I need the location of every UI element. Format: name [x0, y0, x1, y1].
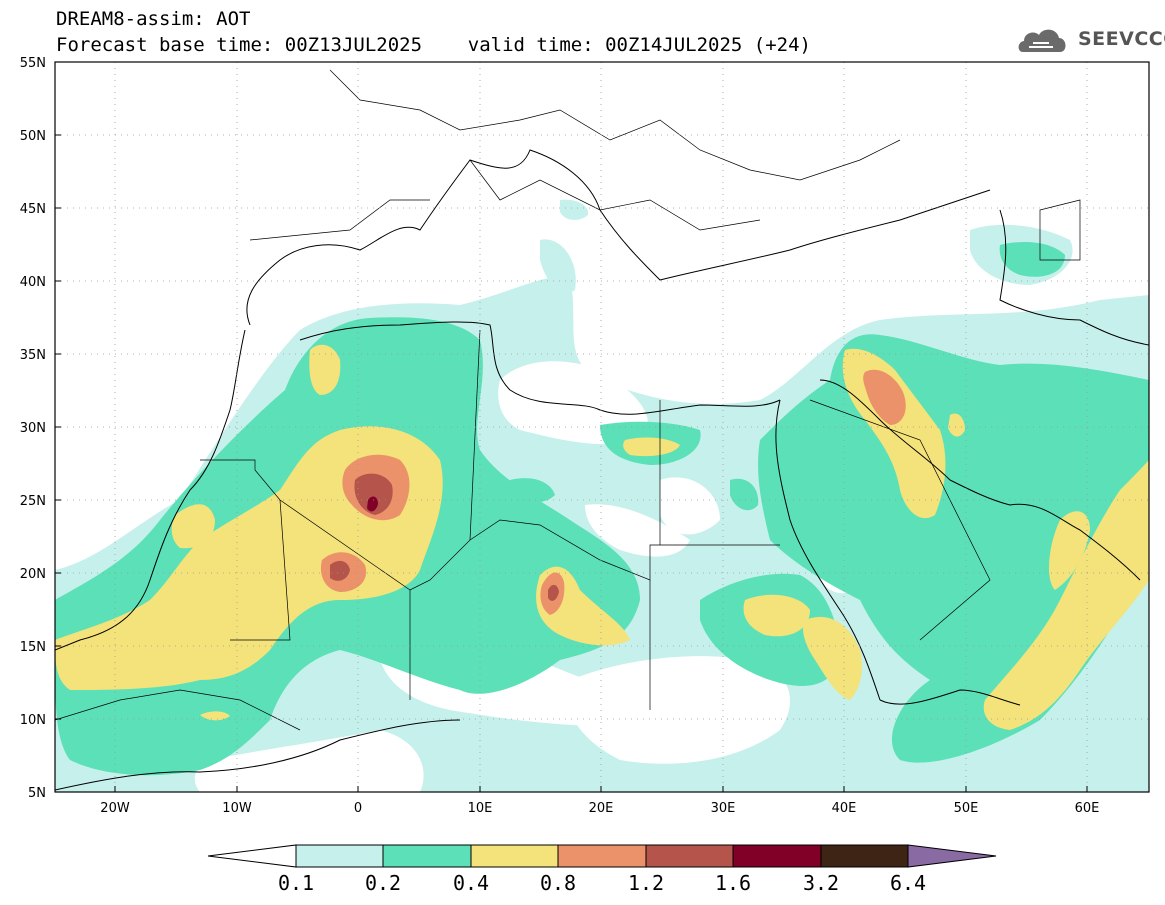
y-tick-label: 40N [20, 275, 46, 290]
y-axis-labels: 5N 10N 15N 20N 25N 30N 35N 40N 45N 50N 5… [20, 56, 46, 801]
colorbar-label: 6.4 [890, 871, 926, 895]
colorbar-label: 0.8 [540, 871, 576, 895]
x-tick-label: 30E [711, 801, 736, 816]
y-tick-label: 50N [20, 129, 46, 144]
cloud-icon [1018, 29, 1066, 52]
colorbar-swatch [820, 844, 909, 868]
colorbar-label: 1.2 [628, 871, 664, 895]
colorbar-swatch [645, 844, 734, 868]
y-tick-label: 55N [20, 56, 46, 71]
colorbar-label: 0.4 [453, 871, 489, 895]
lat-lon-grid [55, 62, 1149, 792]
x-tick-label: 0 [354, 801, 362, 816]
x-tick-label: 20W [100, 801, 130, 816]
y-tick-label: 15N [20, 640, 46, 655]
y-tick-label: 10N [20, 713, 46, 728]
colorbar-swatch [732, 844, 822, 868]
x-tick-label: 60E [1075, 801, 1100, 816]
y-tick-label: 20N [20, 567, 46, 582]
axis-ticks [55, 61, 1088, 793]
colorbar-labels: 0.1 0.2 0.4 0.8 1.2 1.6 3.2 6.4 [278, 871, 926, 895]
y-tick-label: 45N [20, 202, 46, 217]
colorbar [207, 844, 997, 868]
colorbar-label: 0.2 [365, 871, 401, 895]
aot-level-0.8 [320, 369, 906, 615]
colorbar-label: 1.6 [715, 871, 751, 895]
x-tick-label: 10E [468, 801, 493, 816]
x-tick-label: 40E [832, 801, 857, 816]
colorbar-high-arrow [907, 844, 997, 868]
aot-level-1.6 [367, 496, 378, 512]
colorbar-swatch [470, 844, 559, 868]
colorbar-label: 0.1 [278, 871, 314, 895]
country-borders [55, 69, 1081, 731]
colorbar-swatch [295, 844, 384, 868]
y-tick-label: 35N [20, 348, 46, 363]
logo-text: SEEVCCC [1078, 28, 1165, 50]
y-tick-label: 30N [20, 421, 46, 436]
colorbar-swatch [557, 844, 647, 868]
y-tick-label: 5N [28, 786, 46, 801]
x-tick-label: 10W [222, 801, 252, 816]
x-axis-labels: 20W 10W 0 10E 20E 30E 40E 50E 60E [100, 801, 1099, 816]
aot-field [55, 62, 1149, 792]
x-tick-label: 50E [954, 801, 979, 816]
colorbar-swatch [382, 844, 472, 868]
coastlines [55, 149, 1149, 791]
aot-level-1.2 [330, 473, 559, 601]
x-tick-label: 20E [589, 801, 614, 816]
colorbar-low-arrow [207, 844, 297, 868]
colorbar-label: 3.2 [803, 871, 839, 895]
map-subtitle: Forecast base time: 00Z13JUL2025 valid t… [56, 34, 811, 56]
y-tick-label: 25N [20, 494, 46, 509]
map-title: DREAM8-assim: AOT [56, 8, 251, 30]
